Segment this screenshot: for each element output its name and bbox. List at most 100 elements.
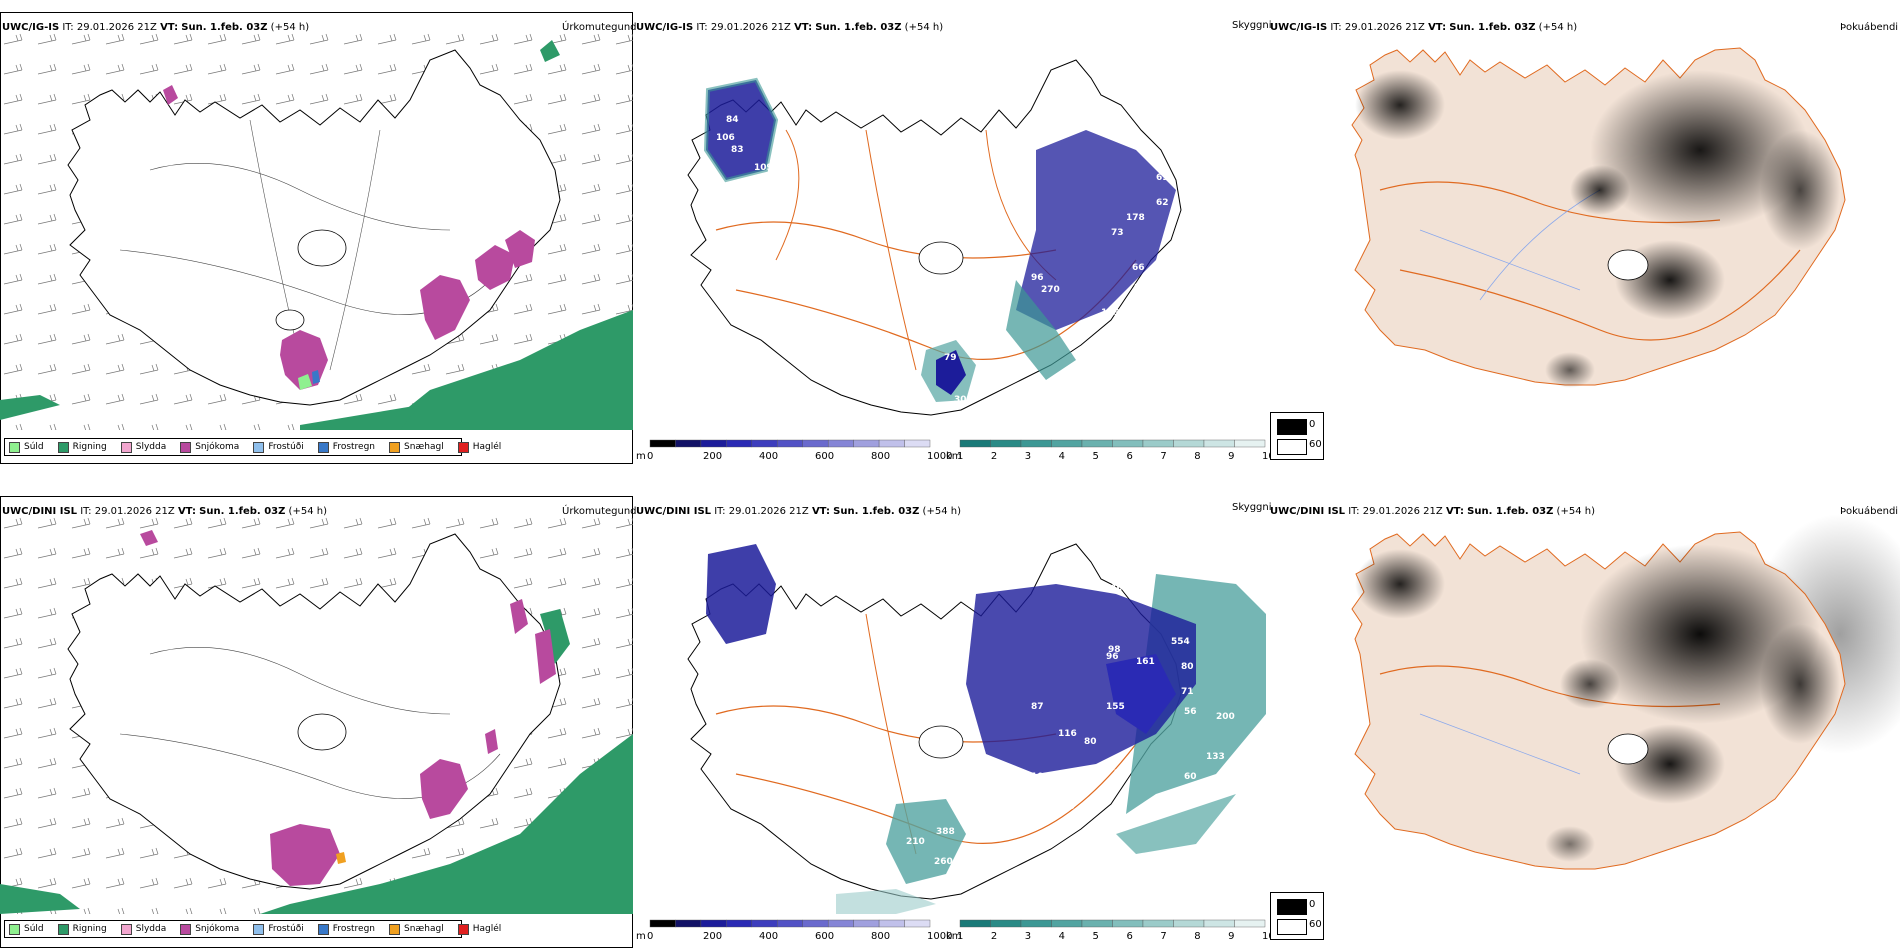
vis-value-label: 87 xyxy=(1031,702,1044,712)
colorbar-swatch xyxy=(990,919,1022,928)
colorbar-swatch xyxy=(802,439,829,448)
colorbar-tick: 800 xyxy=(871,931,890,942)
colorbar-swatch xyxy=(1112,439,1144,448)
legend-label: Frostúði xyxy=(268,442,304,452)
vis-value-label: 106 xyxy=(716,133,735,143)
header-vis-top: UWC/IG-IS IT: 29.01.2026 21Z VT: Sun. 1.… xyxy=(636,22,944,33)
vis-colorbar-bottom: km1 2 3 4 5 6 7 8 9 10 xyxy=(946,919,1275,942)
vis-value-label: 80 xyxy=(1084,737,1097,747)
colorbar-tick: 1000 xyxy=(927,931,952,942)
vis-value-label: 133 xyxy=(1206,752,1225,762)
colorbar-swatch xyxy=(1020,919,1052,928)
vis-value-label: 155 xyxy=(1106,702,1125,712)
colorbar-swatch xyxy=(1051,439,1083,448)
colorbar-swatch xyxy=(827,919,854,928)
vis-value-label: 80 xyxy=(1181,662,1194,672)
colorbar-swatch xyxy=(1112,919,1144,928)
colorbar-tick: 1 xyxy=(957,451,963,462)
vis-value-label: 84 xyxy=(726,115,739,125)
legend-label: Frostregn xyxy=(332,442,376,452)
drizzle-area xyxy=(298,374,312,390)
snow-area xyxy=(510,599,528,634)
rain-area xyxy=(540,609,570,664)
legend-label: Frostúði xyxy=(268,924,304,934)
snow-area xyxy=(163,85,178,105)
colorbar-swatch xyxy=(700,919,727,928)
colorbar-swatch xyxy=(959,439,991,448)
fog-swatch-60 xyxy=(1277,439,1307,455)
colorbar-tick: 4 xyxy=(1059,451,1065,462)
colorbar-swatch xyxy=(878,439,905,448)
colorbar-swatch xyxy=(675,919,702,928)
vis-value-label: 210 xyxy=(906,837,925,847)
legend-label: Snjókoma xyxy=(195,924,240,934)
vis-value-label: 60 xyxy=(1184,772,1197,782)
colorbar-tick: 8 xyxy=(1194,931,1200,942)
colorbar-swatch xyxy=(1081,919,1113,928)
vis-colorbar-top: km1 2 3 4 5 6 7 8 9 10 xyxy=(946,439,1275,462)
vis-value-label: 200 xyxy=(1216,712,1235,722)
colorbar-tick: 6 xyxy=(1126,451,1132,462)
legend-label: Snæhagl xyxy=(404,442,444,452)
frostregn-area xyxy=(312,370,320,384)
vis-value-label: 116 xyxy=(1058,729,1077,739)
legend-label: Slydda xyxy=(135,924,167,934)
vis-value-label: 98 xyxy=(1108,645,1121,655)
legend-item: Frostúði xyxy=(253,923,304,935)
snow-area xyxy=(505,230,535,268)
colorbar-swatch xyxy=(853,439,880,448)
colorbar-swatch xyxy=(1142,439,1174,448)
colorbar-swatch xyxy=(675,439,702,448)
colorbar-swatch xyxy=(649,439,676,448)
colorbar-swatch xyxy=(959,919,991,928)
colorbar-swatch xyxy=(1203,919,1235,928)
colorbar-swatch xyxy=(853,919,880,928)
legend-label: Haglél xyxy=(472,924,502,934)
legend-swatch xyxy=(317,923,329,935)
snow-area xyxy=(140,530,158,546)
legend-label: Súld xyxy=(24,924,44,934)
vis-value-label: 554 xyxy=(1171,637,1190,647)
vis-value-label: 270 xyxy=(1041,285,1060,295)
colorbar-swatch xyxy=(726,439,753,448)
fog-map-bottom xyxy=(1351,514,1900,870)
fog-map-top xyxy=(1351,47,1846,388)
vis-value-label: 96 xyxy=(1031,273,1044,283)
colorbar-tick: 1 xyxy=(957,931,963,942)
colorbar-swatch xyxy=(1234,919,1266,928)
hail-area xyxy=(336,852,346,864)
legend-item: Rigning xyxy=(57,441,107,453)
header-vis-bottom: UWC/DINI ISL IT: 29.01.2026 21Z VT: Sun.… xyxy=(636,506,961,517)
colorbar-tick: 200 xyxy=(703,931,722,942)
vis-value-label: 71 xyxy=(1114,769,1127,779)
colorbar-swatch xyxy=(878,919,905,928)
vis-value-label: 69 xyxy=(1156,173,1169,183)
precip-map-top xyxy=(0,30,633,430)
colorbar-swatch xyxy=(990,439,1022,448)
legend-item: Haglél xyxy=(457,441,501,453)
legend-item: Slydda xyxy=(120,923,167,935)
colorbar-tick: 10 xyxy=(1262,451,1275,462)
snow-area xyxy=(485,729,498,754)
header-fog-top: UWC/IG-IS IT: 29.01.2026 21Z VT: Sun. 1.… xyxy=(1270,22,1578,33)
vis-value-label: 30 xyxy=(954,395,967,405)
colorbar-tick: 3 xyxy=(1025,451,1031,462)
vis-value-label: 321 xyxy=(1056,825,1075,835)
colorbar-swatch xyxy=(1142,919,1174,928)
title-vis-top: Skyggni xyxy=(1232,20,1272,31)
fog-legend-top: 0 60 xyxy=(1270,412,1324,460)
fog-swatch-0 xyxy=(1277,419,1307,435)
legend-swatch xyxy=(9,441,20,453)
legend-item: Snæhagl xyxy=(389,441,444,453)
colorbar-tick: 800 xyxy=(871,451,890,462)
legend-item: Frostregn xyxy=(317,441,376,453)
colorbar-tick: 5 xyxy=(1093,931,1099,942)
legend-swatch xyxy=(57,923,69,935)
colorbar-unit: m xyxy=(636,931,646,942)
vis-value-label: 109 xyxy=(754,163,773,173)
fog-legend-bottom: 0 60 xyxy=(1270,892,1324,940)
legend-item: Rigning xyxy=(57,923,107,935)
vis-value-label: 77 xyxy=(1141,278,1154,288)
vis-value-label: 80 xyxy=(1134,283,1147,293)
